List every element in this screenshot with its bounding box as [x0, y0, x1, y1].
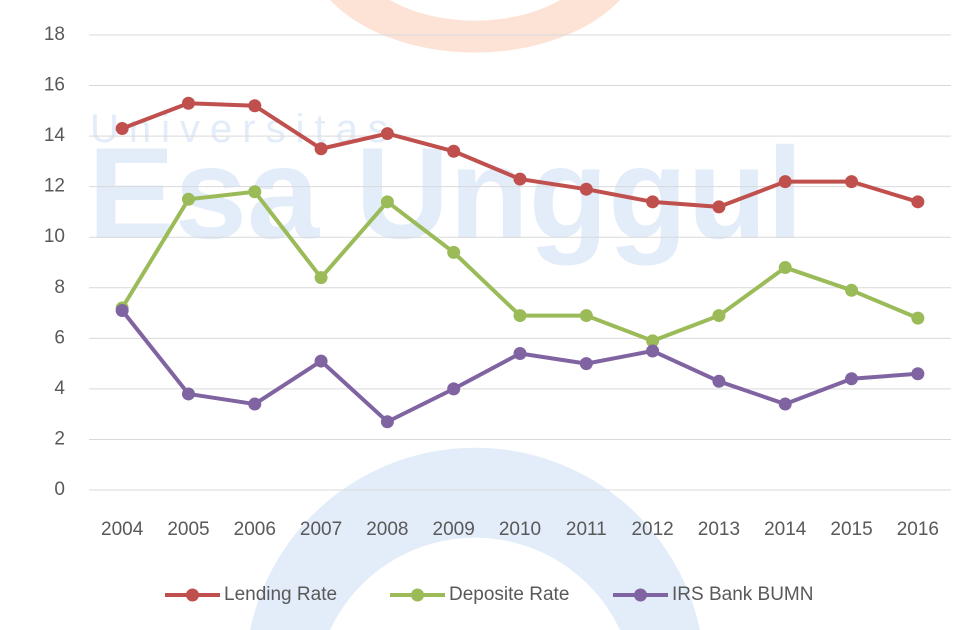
- x-tick-label: 2011: [566, 519, 607, 540]
- legend-marker: [186, 588, 199, 602]
- data-point: [579, 182, 593, 196]
- watermark-arc: [250, 447, 700, 630]
- data-point: [513, 309, 527, 323]
- data-point: [380, 195, 394, 209]
- data-point: [115, 122, 129, 136]
- data-point: [845, 283, 859, 297]
- y-tick-label: 2: [54, 428, 65, 449]
- data-point: [646, 195, 660, 209]
- series-line: [120, 309, 918, 424]
- y-tick-label: 4: [54, 378, 65, 399]
- data-point: [447, 382, 461, 396]
- legend-label: IRS Bank BUMN: [672, 584, 813, 605]
- y-tick-label: 14: [44, 125, 66, 146]
- x-tick-label: 2012: [631, 519, 673, 540]
- y-tick-label: 16: [44, 75, 65, 96]
- y-tick-label: 12: [44, 176, 65, 197]
- y-tick-label: 0: [54, 479, 65, 500]
- data-point: [911, 311, 925, 325]
- data-point: [911, 195, 925, 209]
- y-tick-label: 8: [54, 277, 65, 298]
- data-point: [513, 347, 527, 360]
- y-tick-label: 18: [44, 24, 65, 45]
- x-tick-label: 2007: [300, 519, 342, 540]
- x-tick-label: 2013: [698, 519, 740, 540]
- data-point: [646, 344, 660, 358]
- watermark-text: Esa Unggul: [88, 120, 803, 266]
- data-point: [646, 334, 660, 348]
- legend-marker: [411, 588, 424, 602]
- data-point: [513, 172, 527, 186]
- x-tick-label: 2010: [499, 519, 541, 540]
- data-point: [579, 357, 593, 371]
- data-point: [778, 397, 792, 411]
- data-point: [248, 185, 262, 199]
- data-point: [447, 144, 461, 158]
- y-tick-label: 6: [54, 327, 65, 348]
- x-tick-label: 2005: [167, 519, 209, 540]
- data-point: [380, 127, 394, 141]
- x-tick-label: 2006: [234, 519, 276, 540]
- data-point: [181, 387, 195, 401]
- x-tick-label: 2009: [433, 519, 475, 540]
- data-point: [845, 372, 859, 386]
- x-tick-label: 2004: [101, 519, 144, 540]
- data-point: [248, 99, 262, 113]
- y-tick-label: 10: [44, 226, 65, 247]
- legend-marker: [634, 588, 647, 602]
- data-point: [447, 245, 461, 259]
- x-tick-label: 2014: [764, 519, 807, 540]
- data-point: [181, 192, 195, 206]
- data-point: [314, 271, 328, 285]
- data-point: [712, 309, 726, 323]
- data-point: [314, 142, 328, 156]
- data-point: [712, 200, 726, 214]
- x-tick-label: 2015: [830, 519, 872, 540]
- data-point: [380, 415, 394, 429]
- data-point: [845, 175, 859, 189]
- x-tick-label: 2016: [897, 519, 939, 540]
- data-point: [712, 374, 726, 388]
- x-tick-label: 2008: [366, 519, 408, 540]
- legend-label: Deposite Rate: [449, 584, 569, 605]
- watermark-arc: [330, 0, 620, 53]
- data-point: [181, 96, 195, 110]
- data-point: [778, 175, 792, 189]
- data-point: [115, 304, 129, 318]
- data-point: [579, 309, 593, 323]
- data-point: [248, 397, 262, 411]
- legend-label: Lending Rate: [224, 584, 337, 605]
- data-point: [314, 354, 328, 368]
- data-point: [778, 261, 792, 275]
- data-point: [911, 367, 925, 381]
